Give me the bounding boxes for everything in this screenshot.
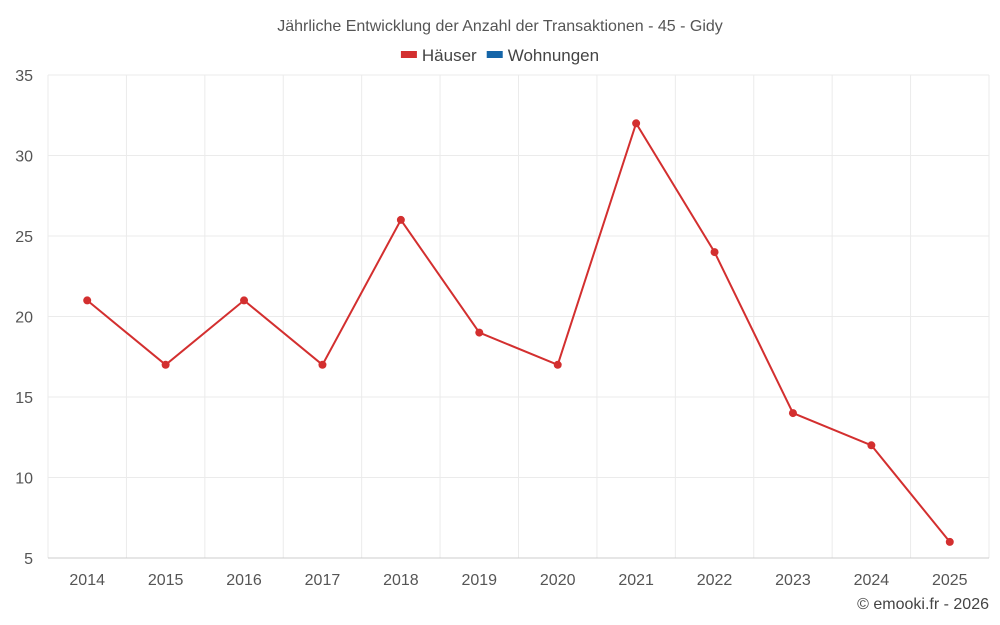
x-tick-label: 2014: [69, 572, 105, 589]
data-point[interactable]: [475, 328, 484, 337]
data-point[interactable]: [788, 409, 797, 418]
x-tick-label: 2021: [618, 572, 654, 589]
chart-title: Jährliche Entwicklung der Anzahl der Tra…: [277, 18, 723, 35]
data-point[interactable]: [240, 296, 249, 305]
x-tick-label: 2023: [775, 572, 811, 589]
y-tick-label: 20: [15, 310, 33, 327]
series-0: [83, 119, 954, 546]
x-tick-label: 2015: [148, 572, 184, 589]
y-tick-label: 25: [15, 229, 33, 246]
data-point[interactable]: [867, 441, 876, 450]
legend-item[interactable]: Wohnungen: [486, 46, 599, 65]
legend: Häuser Wohnungen: [400, 46, 599, 65]
y-tick-label: 30: [15, 149, 33, 166]
chart-credit: © emooki.fr - 2026: [857, 596, 989, 613]
x-gridlines: [47, 75, 990, 558]
x-axis-ticks: 2014 2015 2016 2017 2018 2019 2020 2021 2022 2023…: [69, 572, 967, 589]
data-point[interactable]: [83, 296, 92, 305]
data-point[interactable]: [945, 537, 954, 546]
data-point[interactable]: [632, 119, 641, 128]
data-point[interactable]: [553, 360, 562, 369]
y-tick-label: 35: [15, 68, 33, 85]
series-layer: [83, 119, 954, 546]
y-axis-ticks: 5 10 15 20 25 30 35: [15, 68, 33, 568]
series-line: [86, 120, 951, 543]
legend-swatch: [400, 51, 417, 58]
data-point[interactable]: [161, 360, 170, 369]
x-tick-label: 2020: [540, 572, 576, 589]
legend-item[interactable]: Häuser: [400, 46, 477, 65]
data-point[interactable]: [318, 360, 327, 369]
data-point[interactable]: [396, 215, 405, 224]
x-tick-label: 2017: [305, 572, 341, 589]
y-tick-label: 15: [15, 390, 33, 407]
x-tick-label: 2025: [932, 572, 968, 589]
x-tick-label: 2016: [226, 572, 262, 589]
legend-swatch: [486, 51, 503, 58]
x-tick-label: 2022: [697, 572, 733, 589]
x-tick-label: 2019: [461, 572, 497, 589]
legend-label: Wohnungen: [508, 46, 599, 65]
y-tick-label: 5: [24, 551, 33, 568]
y-tick-label: 10: [15, 471, 33, 488]
x-tick-label: 2018: [383, 572, 419, 589]
data-point[interactable]: [710, 248, 719, 257]
x-tick-label: 2024: [854, 572, 890, 589]
legend-label: Häuser: [422, 46, 477, 65]
